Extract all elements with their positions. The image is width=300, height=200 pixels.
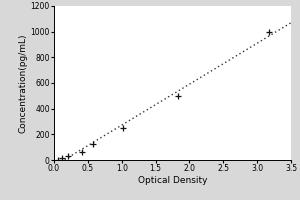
X-axis label: Optical Density: Optical Density <box>138 176 207 185</box>
Y-axis label: Concentration(pg/mL): Concentration(pg/mL) <box>19 33 28 133</box>
